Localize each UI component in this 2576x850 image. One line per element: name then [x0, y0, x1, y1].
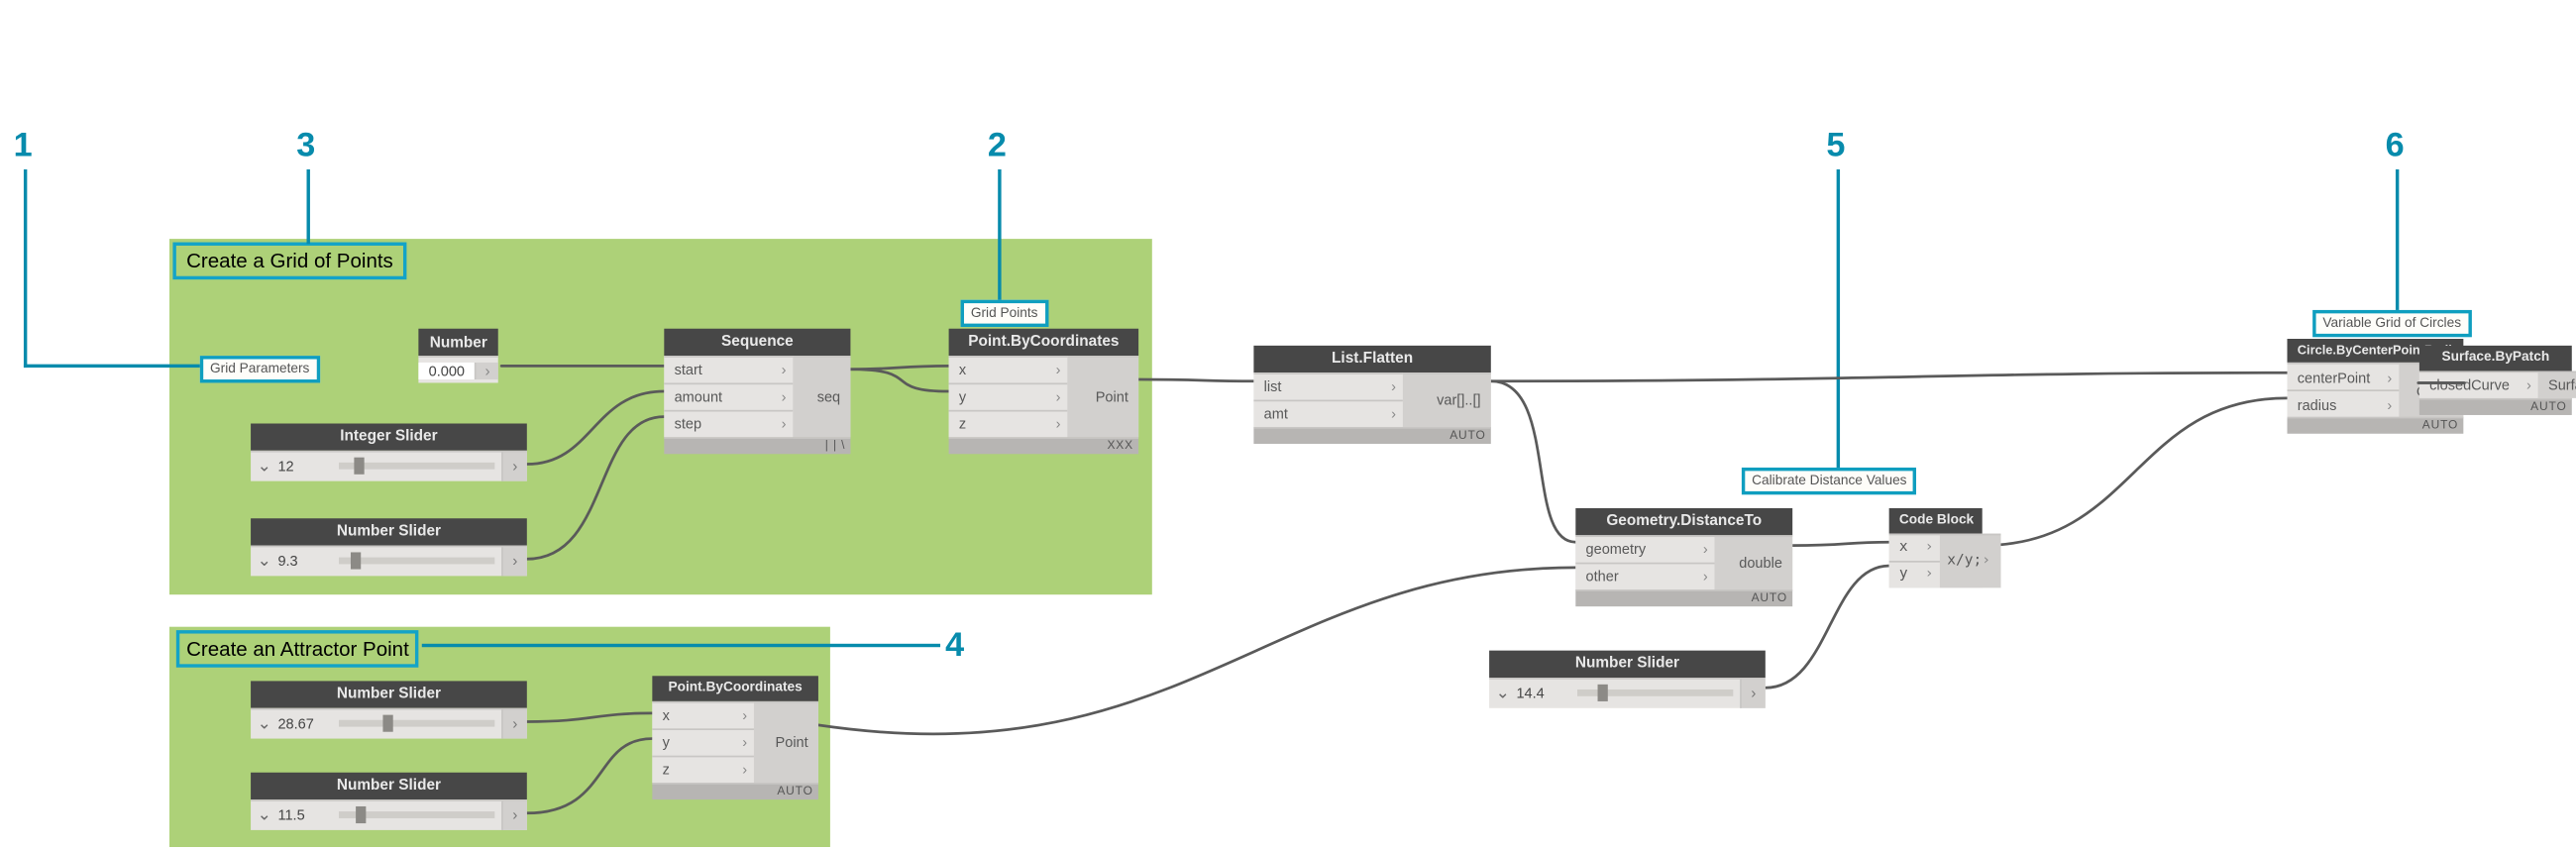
- port-in-centerpoint[interactable]: centerPoint: [2288, 363, 2400, 389]
- port-in-x2[interactable]: x: [652, 701, 754, 728]
- port-out-seq[interactable]: seq: [793, 356, 850, 437]
- lacing-circle: AUTO: [2288, 417, 2464, 434]
- slider-thumb[interactable]: [1597, 686, 1607, 702]
- node-surface-by-patch-real[interactable]: Surface.ByPatch closedCurve Surface AUTO: [2419, 346, 2572, 415]
- callout-line-2v: [998, 169, 1001, 300]
- port-in-y2[interactable]: y: [652, 728, 754, 755]
- codeblock-code[interactable]: x/y; ›: [1940, 533, 2000, 587]
- slider-out-port[interactable]: ›: [501, 452, 527, 480]
- lacing-surface: AUTO: [2419, 398, 2572, 415]
- node-point-by-coordinates-grid[interactable]: Point.ByCoordinates x y z Point XXX: [949, 329, 1139, 454]
- callout-line-1v: [24, 169, 27, 368]
- group-attractor-title: Create an Attractor Point: [176, 630, 419, 668]
- port-in-cb-y[interactable]: y: [1889, 561, 1941, 587]
- slider-out-port[interactable]: ›: [501, 801, 527, 830]
- callout-line-3v: [307, 169, 310, 244]
- port-in-amt[interactable]: amt: [1253, 399, 1402, 426]
- callout-2: 2: [988, 127, 1007, 165]
- expand-icon[interactable]: ⌄: [251, 458, 277, 477]
- lacing-pbc2: AUTO: [652, 783, 818, 799]
- slider-out-port[interactable]: ›: [501, 547, 527, 576]
- callout-line-1h: [24, 365, 200, 368]
- slider-out-port[interactable]: ›: [501, 709, 527, 738]
- slider-thumb[interactable]: [355, 458, 365, 475]
- note-calibrate[interactable]: Calibrate Distance Values: [1742, 468, 1917, 494]
- slider-out-port[interactable]: ›: [1740, 680, 1766, 708]
- callout-4: 4: [945, 627, 964, 666]
- node-sequence[interactable]: Sequence start amount step seq | | \: [664, 329, 850, 454]
- callout-line-6v: [2396, 169, 2399, 310]
- node-code-block[interactable]: Code Block x y x/y; ›: [1889, 508, 1983, 587]
- callout-line-5v: [1837, 169, 1840, 468]
- number-slider-divisor[interactable]: Number Slider ⌄ 14.4 ›: [1489, 651, 1766, 708]
- port-in-step[interactable]: step: [664, 410, 793, 437]
- port-in-z[interactable]: z: [949, 410, 1068, 437]
- node-number[interactable]: Number 0.000 ›: [418, 329, 498, 383]
- note-grid-parameters[interactable]: Grid Parameters: [200, 356, 320, 382]
- lacing-flatten: AUTO: [1253, 427, 1490, 444]
- note-grid-points[interactable]: Grid Points: [961, 300, 1048, 327]
- port-out-number[interactable]: ›: [477, 362, 498, 378]
- number-slider-grid-step[interactable]: Number Slider ⌄ 9.3 ›: [251, 518, 527, 576]
- number-slider-attractor-x[interactable]: Number Slider ⌄ 28.67 ›: [251, 681, 527, 738]
- port-in-start[interactable]: start: [664, 356, 793, 382]
- port-out-point2[interactable]: Point: [754, 701, 818, 783]
- lacing-dist: AUTO: [1575, 589, 1792, 606]
- callout-3: 3: [296, 127, 315, 165]
- port-in-radius[interactable]: radius: [2288, 390, 2400, 417]
- expand-icon[interactable]: ⌄: [251, 806, 277, 825]
- slider-thumb[interactable]: [352, 553, 362, 570]
- expand-icon[interactable]: ⌄: [1489, 685, 1516, 703]
- callout-line-4h: [422, 644, 940, 647]
- port-in-x[interactable]: x: [949, 356, 1068, 382]
- port-in-cb-x[interactable]: x: [1889, 533, 1941, 560]
- callout-6: 6: [2386, 127, 2405, 165]
- port-in-geometry[interactable]: geometry: [1575, 535, 1714, 562]
- slider-thumb[interactable]: [382, 715, 392, 732]
- port-in-list[interactable]: list: [1253, 372, 1402, 399]
- port-in-z2[interactable]: z: [652, 755, 754, 782]
- slider-thumb[interactable]: [356, 807, 366, 824]
- lacing-seq: | | \: [664, 437, 850, 454]
- number-slider-attractor-y[interactable]: Number Slider ⌄ 11.5 ›: [251, 773, 527, 830]
- port-in-amount[interactable]: amount: [664, 382, 793, 409]
- note-variable-circles[interactable]: Variable Grid of Circles: [2312, 310, 2471, 337]
- node-point-by-coordinates-attractor[interactable]: Point.ByCoordinates x y z Point AUTO: [652, 676, 818, 798]
- integer-slider-1[interactable]: Integer Slider ⌄ 12 ›: [251, 424, 527, 481]
- port-out-point[interactable]: Point: [1067, 356, 1138, 437]
- port-in-closedcurve[interactable]: closedCurve: [2419, 371, 2538, 397]
- port-in-other[interactable]: other: [1575, 563, 1714, 589]
- port-out-surface[interactable]: Surface: [2538, 371, 2576, 397]
- expand-icon[interactable]: ⌄: [251, 552, 277, 571]
- port-out-double[interactable]: double: [1715, 535, 1793, 589]
- port-in-y[interactable]: y: [949, 382, 1068, 409]
- callout-5: 5: [1826, 127, 1845, 165]
- node-geometry-distance-to[interactable]: Geometry.DistanceTo geometry other doubl…: [1575, 508, 1792, 606]
- node-list-flatten[interactable]: List.Flatten list amt var[]..[] AUTO: [1253, 346, 1490, 444]
- group-grid-title: Create a Grid of Points: [172, 243, 406, 280]
- port-out-flatten[interactable]: var[]..[]: [1403, 372, 1491, 427]
- lacing-pbc1: XXX: [949, 437, 1139, 454]
- callout-1: 1: [14, 127, 33, 165]
- expand-icon[interactable]: ⌄: [251, 714, 277, 733]
